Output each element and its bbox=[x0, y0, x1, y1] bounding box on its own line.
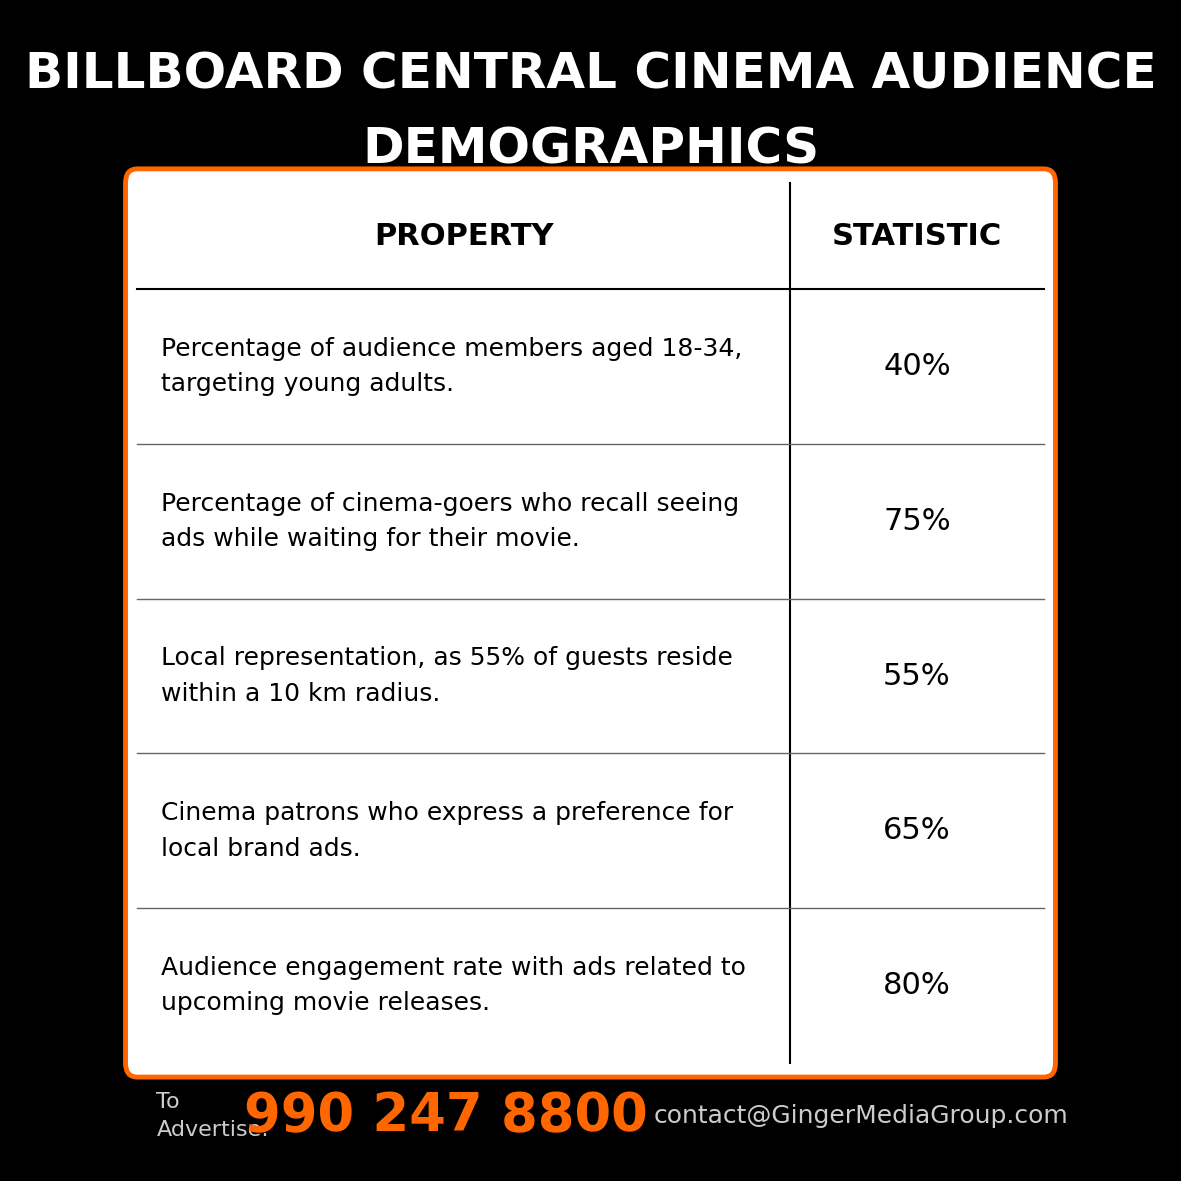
Text: BILLBOARD CENTRAL CINEMA AUDIENCE: BILLBOARD CENTRAL CINEMA AUDIENCE bbox=[25, 51, 1156, 98]
Text: contact@GingerMediaGroup.com: contact@GingerMediaGroup.com bbox=[653, 1104, 1068, 1128]
Text: Percentage of audience members aged 18-34,
targeting young adults.: Percentage of audience members aged 18-3… bbox=[162, 337, 743, 397]
Text: DEMOGRAPHICS: DEMOGRAPHICS bbox=[361, 126, 820, 174]
Text: To
Advertise:: To Advertise: bbox=[156, 1092, 269, 1140]
Text: STATISTIC: STATISTIC bbox=[831, 222, 1001, 250]
Text: 80%: 80% bbox=[883, 971, 951, 1000]
Text: Percentage of cinema-goers who recall seeing
ads while waiting for their movie.: Percentage of cinema-goers who recall se… bbox=[162, 491, 739, 552]
Text: 40%: 40% bbox=[883, 352, 951, 381]
Text: 75%: 75% bbox=[883, 507, 951, 536]
Text: 990 247 8800: 990 247 8800 bbox=[244, 1090, 647, 1142]
Text: PROPERTY: PROPERTY bbox=[374, 222, 554, 250]
Text: Cinema patrons who express a preference for
local brand ads.: Cinema patrons who express a preference … bbox=[162, 801, 733, 861]
Text: 65%: 65% bbox=[883, 816, 951, 846]
FancyBboxPatch shape bbox=[125, 169, 1056, 1077]
Text: Local representation, as 55% of guests reside
within a 10 km radius.: Local representation, as 55% of guests r… bbox=[162, 646, 733, 706]
Text: 55%: 55% bbox=[883, 661, 951, 691]
Text: Audience engagement rate with ads related to
upcoming movie releases.: Audience engagement rate with ads relate… bbox=[162, 955, 746, 1016]
